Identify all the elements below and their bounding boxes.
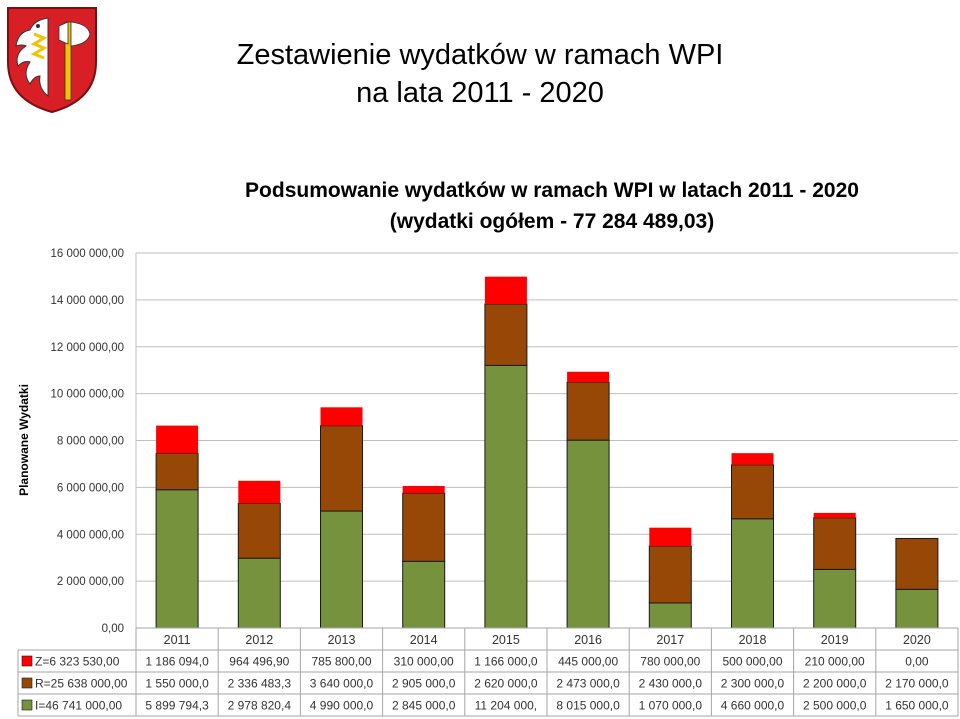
slide-title: Zestawienie wydatków w ramach WPI na lat… [200, 36, 760, 112]
bar-segment [731, 453, 774, 465]
legend-entry: R=25 638 000,00 [35, 677, 128, 691]
data-label: 445 000,00 [558, 655, 618, 669]
x-tick-label: 2017 [656, 633, 684, 647]
legend-swatch [21, 699, 33, 711]
legend-entry: I=46 741 000,00 [35, 699, 122, 713]
data-label: 964 496,90 [229, 655, 289, 669]
bar-segment [484, 364, 528, 629]
data-label: 4 990 000,0 [310, 699, 374, 713]
x-tick-label: 2012 [245, 633, 273, 647]
bar-segment [484, 303, 528, 366]
bar-segment [895, 588, 939, 629]
data-label: 1 650 000,0 [885, 699, 949, 713]
data-label: 310 000,00 [394, 655, 454, 669]
bar-segment [238, 480, 281, 504]
data-label: 0,00 [905, 655, 929, 669]
y-tick-label: 16 000 000,00 [50, 248, 124, 260]
data-label: 780 000,00 [640, 655, 700, 669]
legend-entry: Z=6 323 530,00 [35, 655, 120, 669]
bar-segment [237, 502, 281, 559]
x-tick-label: 2014 [410, 633, 438, 647]
x-tick-label: 2013 [328, 633, 356, 647]
y-tick-label: 10 000 000,00 [50, 389, 124, 401]
bar-segment [320, 407, 363, 426]
data-label: 500 000,00 [722, 655, 782, 669]
bar-segment [649, 527, 692, 546]
bar-segment [402, 560, 446, 629]
data-label: 2 430 000,0 [639, 677, 703, 691]
data-label: 2 336 483,3 [228, 677, 292, 691]
legend-swatch [21, 655, 33, 667]
y-tick-label: 8 000 000,00 [57, 436, 124, 448]
data-label: 785 800,00 [311, 655, 371, 669]
data-label: 2 200 000,0 [803, 677, 867, 691]
bar-segment [813, 568, 857, 629]
bar-segment [156, 425, 199, 454]
bar-segment [237, 557, 281, 629]
y-axis-label: Planowane Wydatki [17, 384, 31, 496]
bar-segment [320, 425, 363, 512]
bar-segment [648, 545, 692, 604]
legend-swatch [21, 677, 33, 689]
data-label: 3 640 000,0 [310, 677, 374, 691]
data-label: 210 000,00 [805, 655, 865, 669]
bar-segment [731, 464, 774, 520]
bar-segment [155, 452, 199, 491]
bar-segment [566, 439, 610, 629]
bar-segment [320, 510, 363, 629]
data-label: 2 620 000,0 [474, 677, 538, 691]
data-label: 2 473 000,0 [556, 677, 620, 691]
bar-segment [155, 489, 199, 629]
data-label: 2 300 000,0 [721, 677, 785, 691]
data-label: 4 660 000,0 [721, 699, 785, 713]
x-tick-label: 2018 [739, 633, 767, 647]
data-label: 2 845 000,0 [392, 699, 456, 713]
data-label: 8 015 000,0 [556, 699, 620, 713]
bar-segment [731, 518, 774, 629]
slide-title-line-2: na lata 2011 - 2020 [356, 77, 604, 109]
coat-of-arms-logo [7, 7, 97, 114]
data-label: 1 186 094,0 [145, 655, 209, 669]
x-tick-label: 2015 [492, 633, 520, 647]
bar-segment [813, 512, 856, 518]
data-label: 5 899 794,3 [145, 699, 209, 713]
data-label: 2 500 000,0 [803, 699, 867, 713]
bar-segment [402, 492, 446, 562]
x-tick-label: 2020 [903, 633, 931, 647]
y-tick-label: 0,00 [102, 623, 124, 635]
data-label: 2 170 000,0 [885, 677, 949, 691]
data-label: 2 978 820,4 [228, 699, 292, 713]
bar-segment [484, 276, 527, 304]
chart-title: Podsumowanie wydatków w ramach WPI w lat… [245, 179, 859, 202]
bar-segment [567, 371, 610, 383]
bar-segment [895, 537, 939, 590]
y-tick-label: 2 000 000,00 [57, 576, 124, 588]
data-label: 11 204 000, [475, 699, 538, 713]
bar-segment [813, 517, 857, 570]
y-tick-label: 14 000 000,00 [50, 295, 124, 307]
data-label: 2 905 000,0 [392, 677, 456, 691]
bar-segment [402, 485, 445, 494]
bar-segment [648, 602, 692, 629]
y-tick-label: 4 000 000,00 [57, 529, 124, 541]
x-tick-label: 2019 [821, 633, 849, 647]
bar-segment [566, 381, 610, 441]
data-label: 1 550 000,0 [145, 677, 209, 691]
y-tick-label: 12 000 000,00 [50, 342, 124, 354]
y-tick-label: 6 000 000,00 [57, 482, 124, 494]
chart-subtitle: (wydatki ogółem - 77 284 489,03) [390, 210, 714, 233]
data-label: 1 070 000,0 [639, 699, 703, 713]
data-label: 1 166 000,0 [474, 655, 538, 669]
slide-title-line-1: Zestawienie wydatków w ramach WPI [236, 39, 724, 71]
x-tick-label: 2011 [164, 633, 191, 647]
x-tick-label: 2016 [574, 633, 602, 647]
